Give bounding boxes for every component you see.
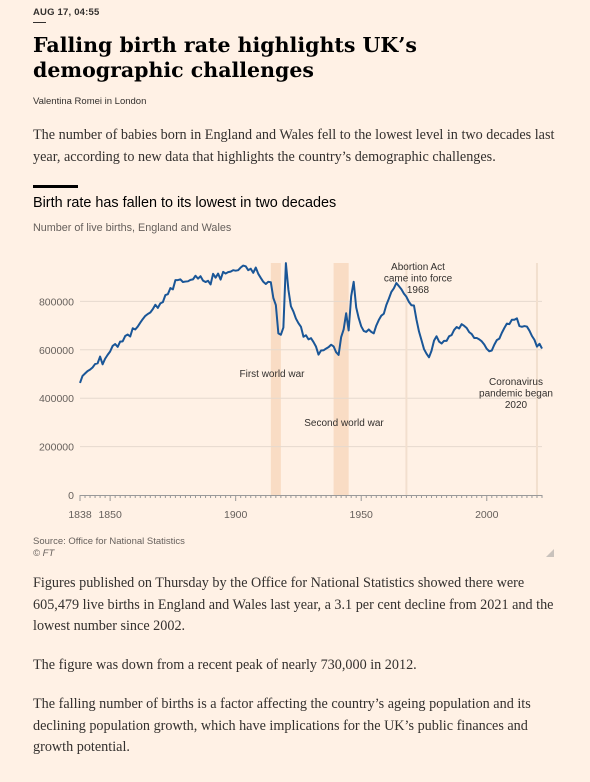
x-tick-label: 2000 bbox=[475, 509, 499, 521]
body-paragraph-2: The figure was down from a recent peak o… bbox=[33, 657, 417, 673]
birth-rate-chart: 0 200000 400000 600000 800000 1838 1850 1900 19… bbox=[39, 262, 553, 521]
resize-handle-icon[interactable] bbox=[546, 549, 554, 557]
war-band-2 bbox=[333, 263, 349, 495]
chart-source: Source: Office for National Statistics ©… bbox=[33, 536, 185, 560]
copyright-text: © FT bbox=[33, 548, 55, 559]
headline: Falling birth rate highlights UK’s demog… bbox=[33, 33, 417, 82]
x-tick-label: 1850 bbox=[98, 509, 122, 521]
label-abortion-act: Abortion Act came into force 1968 bbox=[384, 262, 453, 296]
chart-top-rule bbox=[33, 185, 78, 188]
war-band-1 bbox=[270, 263, 281, 495]
timestamp-rule bbox=[33, 22, 46, 23]
x-axis bbox=[79, 495, 543, 501]
annotations: First world war Second world war Abortion … bbox=[239, 262, 552, 429]
label-second-world-war: Second world war bbox=[304, 418, 384, 429]
event-lines bbox=[405, 263, 538, 495]
y-tick-label: 0 bbox=[68, 490, 74, 502]
series-lines bbox=[79, 262, 543, 384]
label-coronavirus: Coronavirus pandemic began 2020 bbox=[479, 377, 553, 411]
x-tick-label: 1838 bbox=[68, 509, 92, 521]
chart-title: Birth rate has fallen to its lowest in t… bbox=[33, 195, 337, 211]
byline[interactable]: Valentina Romei in London bbox=[33, 96, 147, 107]
x-tick-labels: 1838 1850 1900 1950 2000 bbox=[68, 509, 498, 521]
body-paragraph-3: The falling number of births is a factor… bbox=[33, 696, 531, 755]
grid-lines bbox=[80, 300, 542, 448]
timestamp: AUG 17, 04:55 bbox=[33, 7, 100, 18]
y-tick-labels: 0 200000 400000 600000 800000 bbox=[39, 296, 74, 502]
source-text: Source: Office for National Statistics bbox=[33, 536, 185, 547]
standfirst: The number of babies born in England and… bbox=[33, 127, 555, 165]
y-tick-label: 400000 bbox=[39, 393, 74, 405]
label-first-world-war: First world war bbox=[239, 369, 305, 380]
y-tick-label: 600000 bbox=[39, 345, 74, 357]
series-line-1 bbox=[79, 262, 543, 384]
body-paragraph-1: Figures published on Thursday by the Off… bbox=[33, 575, 554, 634]
y-tick-label: 800000 bbox=[39, 296, 74, 308]
chart-subtitle: Number of live births, England and Wales bbox=[33, 222, 232, 234]
x-tick-label: 1950 bbox=[350, 509, 374, 521]
x-tick-label: 1900 bbox=[224, 509, 248, 521]
y-tick-label: 200000 bbox=[39, 442, 74, 454]
